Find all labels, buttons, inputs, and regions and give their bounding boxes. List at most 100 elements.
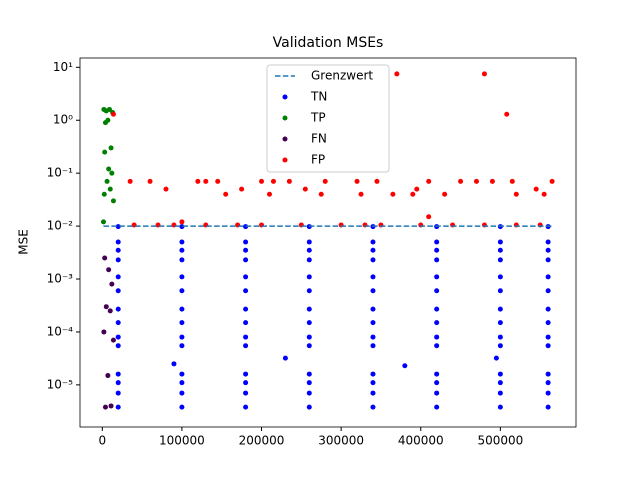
point	[394, 71, 400, 77]
point	[318, 191, 324, 197]
point	[434, 247, 440, 253]
point	[110, 337, 116, 343]
point	[473, 178, 479, 184]
point	[239, 186, 245, 192]
point	[302, 186, 308, 192]
point	[370, 334, 376, 340]
point	[434, 390, 440, 396]
point	[243, 224, 249, 230]
point	[434, 404, 440, 410]
point	[410, 191, 416, 197]
point	[497, 306, 503, 312]
point	[243, 334, 249, 340]
point	[533, 186, 539, 192]
point	[434, 334, 440, 340]
point	[286, 178, 292, 184]
point	[306, 380, 312, 386]
point	[370, 306, 376, 312]
point	[545, 320, 551, 326]
point	[458, 178, 464, 184]
point	[179, 380, 185, 386]
point	[179, 306, 185, 312]
point	[223, 191, 229, 197]
point	[243, 274, 249, 280]
point	[115, 239, 121, 245]
legend-label: Grenzwert	[311, 69, 373, 83]
point	[306, 343, 312, 349]
point	[179, 334, 185, 340]
point	[434, 320, 440, 326]
point	[270, 178, 276, 184]
point	[497, 380, 503, 386]
x-tick-label: 0	[98, 434, 106, 448]
point	[434, 380, 440, 386]
point	[108, 403, 114, 409]
point	[370, 257, 376, 263]
point	[110, 111, 116, 117]
x-tick-label: 100000	[159, 434, 205, 448]
point	[243, 306, 249, 312]
point	[306, 404, 312, 410]
x-tick-label: 200000	[239, 434, 285, 448]
point	[107, 308, 113, 314]
legend-marker	[282, 157, 288, 163]
point	[101, 329, 107, 335]
point	[509, 178, 515, 184]
y-tick-label: 10⁻¹	[47, 166, 74, 180]
point	[115, 288, 121, 294]
point	[243, 343, 249, 349]
point	[163, 186, 169, 192]
x-tick-label: 400000	[398, 434, 444, 448]
point	[426, 214, 432, 220]
point	[102, 404, 108, 410]
point	[179, 224, 185, 230]
point	[306, 306, 312, 312]
point	[481, 71, 487, 77]
point	[497, 257, 503, 263]
point	[179, 390, 185, 396]
point	[107, 186, 113, 192]
point	[370, 371, 376, 377]
point	[434, 274, 440, 280]
point	[497, 239, 503, 245]
point	[306, 320, 312, 326]
point	[497, 274, 503, 280]
point	[101, 191, 107, 197]
point	[434, 371, 440, 377]
point	[306, 288, 312, 294]
point	[497, 390, 503, 396]
point	[370, 247, 376, 253]
point	[115, 320, 121, 326]
point	[434, 343, 440, 349]
point	[179, 288, 185, 294]
point	[306, 371, 312, 377]
point	[545, 371, 551, 377]
point	[203, 178, 209, 184]
point	[306, 257, 312, 263]
point	[545, 247, 551, 253]
legend-label: FN	[311, 132, 327, 146]
point	[426, 178, 432, 184]
legend-label: FP	[311, 153, 325, 167]
legend-label: TP	[310, 111, 326, 125]
point	[370, 343, 376, 349]
point	[497, 343, 503, 349]
point	[497, 247, 503, 253]
point	[374, 178, 380, 184]
point	[127, 178, 133, 184]
point	[110, 198, 116, 204]
point	[102, 120, 108, 126]
y-tick-label: 10⁻⁴	[47, 324, 74, 338]
point	[549, 178, 555, 184]
point	[103, 304, 109, 310]
point	[545, 288, 551, 294]
point	[100, 219, 106, 225]
point	[497, 320, 503, 326]
chart-title: Validation MSEs	[273, 35, 384, 51]
point	[545, 239, 551, 245]
point	[354, 178, 360, 184]
x-tick-label: 500000	[477, 434, 523, 448]
point	[179, 274, 185, 280]
point	[115, 343, 121, 349]
point	[179, 371, 185, 377]
